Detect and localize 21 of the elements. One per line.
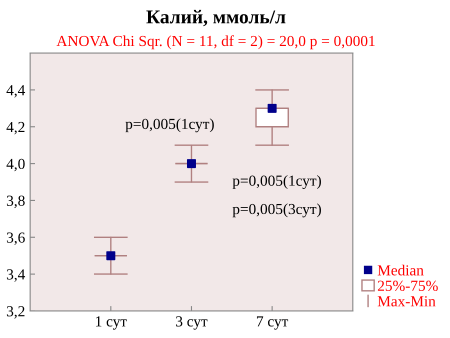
point [268, 104, 277, 113]
y-tick-label: 3,6 [6, 232, 25, 245]
legend-label: Median [378, 264, 424, 276]
x-tick-label: 1 сут [96, 316, 127, 330]
x-tick-label: 7 сут [256, 316, 288, 330]
y-tick-label: 4,0 [6, 158, 25, 172]
y-tick-label: 3,8 [6, 196, 25, 208]
point [186, 159, 196, 168]
y-tick-label: 4,4 [6, 85, 26, 98]
y-tick-label: 4,2 [6, 122, 24, 134]
annotation: p=0,005(3сут) [232, 203, 321, 218]
legend-label: 25%-75% [378, 280, 438, 291]
y-tick-label: 3,4 [6, 269, 26, 282]
chart-title: Калий, ммоль/л [146, 10, 286, 26]
x-tick-label: 3 сут [176, 316, 208, 330]
text: Max-Min [378, 296, 436, 306]
chart-subtitle: ANOVA Chi Sqr. (N = 11, df = 2) = 20,0 p = 0,0001 [56, 35, 375, 50]
annotation: p=0,005(1сут) [125, 118, 214, 132]
y-tick-label: 3,2 [6, 306, 24, 319]
point [106, 251, 116, 260]
annotation: p=0,005(1сут) [232, 175, 321, 189]
